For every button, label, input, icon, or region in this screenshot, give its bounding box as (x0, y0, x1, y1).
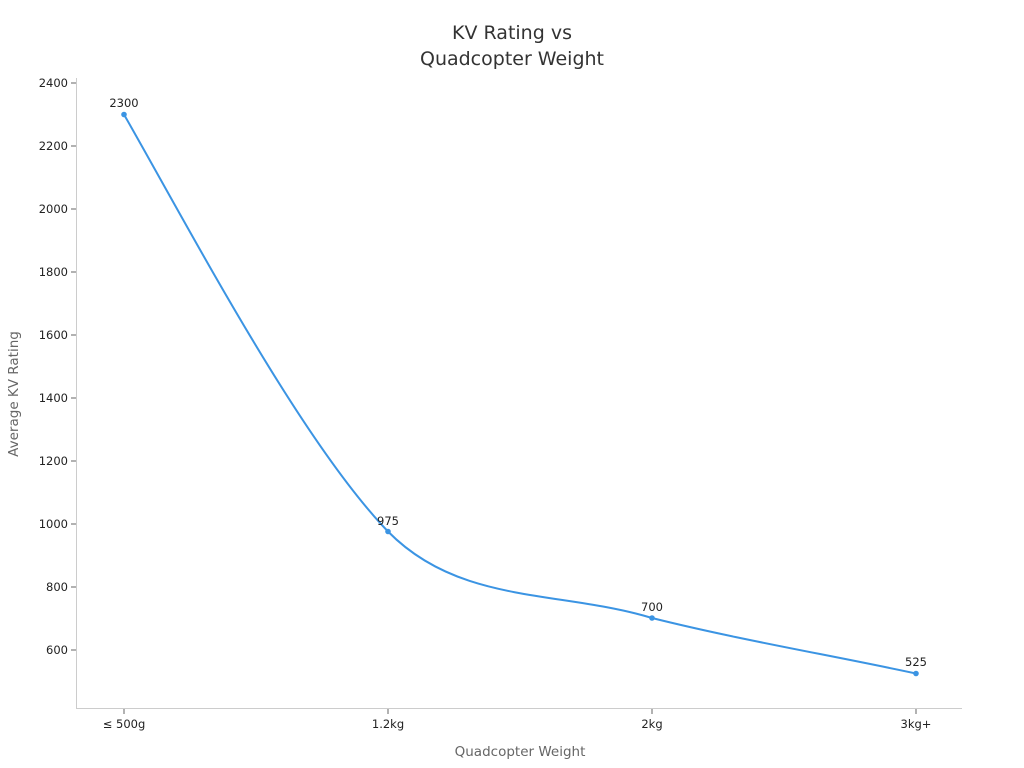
x-tick-label: 1.2kg (372, 717, 404, 731)
data-labels: 2300 975 700 525 (109, 96, 927, 669)
y-tick-label: 1200 (39, 454, 68, 468)
data-label: 975 (377, 514, 399, 528)
data-point[interactable] (385, 528, 391, 535)
data-label: 525 (905, 655, 927, 669)
y-tick-label: 2000 (39, 202, 68, 216)
data-points (121, 111, 919, 677)
data-point[interactable] (649, 615, 655, 621)
y-tick-label: 1600 (39, 328, 68, 342)
chart-title-line2: Quadcopter Weight (419, 48, 605, 70)
x-tick-label: ≤ 500g (103, 717, 146, 731)
y-tick-label: 2400 (39, 76, 68, 90)
x-axis-label: Quadcopter Weight (455, 744, 586, 760)
y-ticks: 2400 2200 2000 1800 1600 1400 1200 1000 … (39, 76, 76, 657)
x-tick-label: 3kg+ (901, 717, 932, 731)
y-tick-label: 800 (46, 580, 68, 594)
y-tick-label: 2200 (39, 139, 68, 153)
y-tick-label: 1800 (39, 265, 68, 279)
chart-title-line1: KV Rating vs (452, 22, 572, 44)
series-line (123, 114, 917, 675)
y-tick-label: 1000 (39, 517, 68, 531)
y-axis-label: Average KV Rating (6, 331, 22, 457)
y-tick-label: 600 (46, 643, 68, 657)
data-label: 2300 (109, 96, 138, 110)
y-tick-label: 1400 (39, 391, 68, 405)
data-point[interactable] (121, 111, 127, 118)
data-label: 700 (641, 600, 663, 614)
x-tick-label: 2kg (641, 717, 662, 731)
x-ticks: ≤ 500g 1.2kg 2kg 3kg+ (103, 709, 932, 731)
data-point[interactable] (913, 670, 919, 677)
